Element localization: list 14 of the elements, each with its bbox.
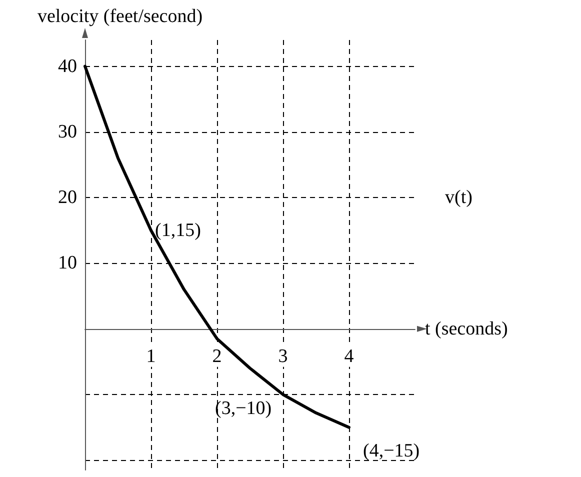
x-axis-title: t (seconds) <box>425 318 508 340</box>
annotation: (3,−10) <box>215 398 272 420</box>
text: v(t) <box>445 187 472 208</box>
x-tick-label: 1 <box>146 346 156 367</box>
annotation: (1,15) <box>155 220 201 241</box>
y-axis-title: velocity (feet/second) <box>37 6 203 27</box>
x-tick-label: 3 <box>278 346 288 367</box>
y-tick-label: 20 <box>58 187 77 208</box>
y-tick-label: 40 <box>58 56 77 77</box>
x-tick-label: 2 <box>212 346 222 367</box>
y-tick-label: 10 <box>58 252 77 274</box>
y-tick-label: 30 <box>58 121 77 142</box>
annotation: (4,−15) <box>363 440 420 462</box>
x-tick-label: 4 <box>344 346 354 367</box>
